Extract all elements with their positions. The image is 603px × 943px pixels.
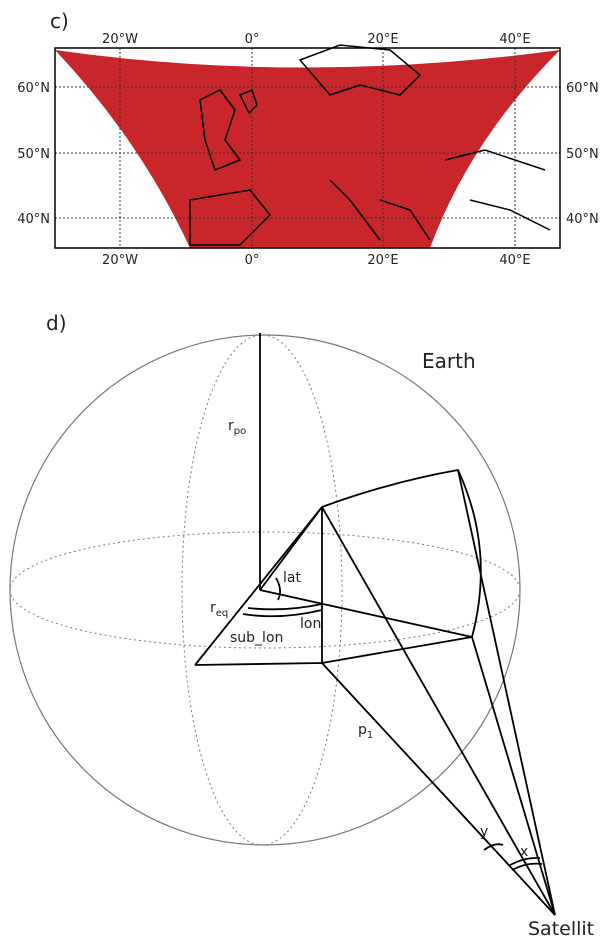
tick-label: 40°N [566, 212, 599, 227]
x-angle-label: x [520, 844, 528, 860]
r-eq-label: req [210, 600, 228, 619]
tick-label: 40°E [499, 253, 530, 268]
panel-label: c) [50, 9, 69, 33]
p1-label: p1 [358, 722, 373, 741]
tick-label: 20°W [102, 32, 138, 47]
earth-label: Earth [422, 349, 476, 373]
tick-label: 0° [245, 32, 260, 47]
satellite-label: Satellit [528, 918, 594, 940]
tick-label: 40°E [499, 32, 530, 47]
r-po-label: rpo [228, 418, 246, 437]
tick-label: 0° [245, 253, 260, 268]
earth-outline [10, 335, 520, 845]
tick-label: 60°N [17, 81, 50, 96]
figure: c) 20°W 0° 20°E 40°E 20°W 0° 20°E 40°E 6… [0, 0, 603, 943]
tick-label: 50°N [566, 147, 599, 162]
tick-label: 50°N [17, 147, 50, 162]
panel-c: c) 20°W 0° 20°E 40°E 20°W 0° 20°E 40°E 6… [17, 9, 599, 268]
lat-label: lat [283, 570, 301, 586]
sub-lon-label: sub_lon [230, 630, 283, 646]
panel-label: d) [46, 311, 67, 335]
panel-d: d) Earth rpo lat req lon sub_lon p1 y x … [10, 311, 594, 940]
lon-label: lon [300, 616, 321, 632]
y-angle-label: y [480, 824, 488, 840]
tick-label: 60°N [566, 81, 599, 96]
tick-label: 20°E [367, 32, 398, 47]
tick-label: 20°W [102, 253, 138, 268]
geometry-lines [195, 333, 555, 915]
tick-label: 20°E [367, 253, 398, 268]
tick-label: 40°N [17, 212, 50, 227]
